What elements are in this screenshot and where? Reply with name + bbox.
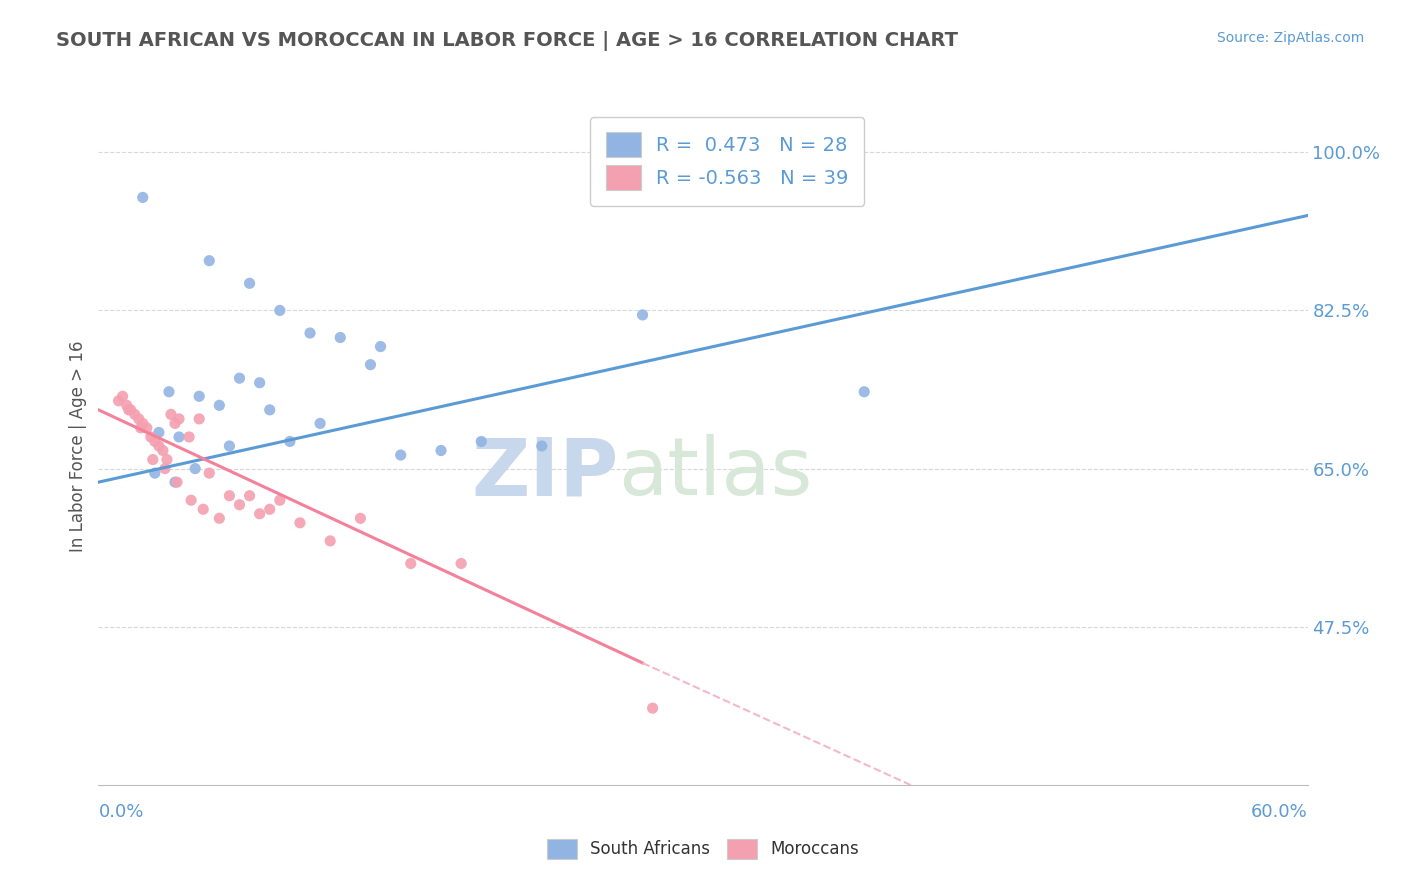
Point — [166, 475, 188, 490]
Point — [288, 516, 311, 530]
Text: SOUTH AFRICAN VS MOROCCAN IN LABOR FORCE | AGE > 16 CORRELATION CHART: SOUTH AFRICAN VS MOROCCAN IN LABOR FORCE… — [56, 31, 959, 51]
Point — [198, 253, 221, 268]
Point — [218, 439, 240, 453]
Point — [349, 511, 371, 525]
Point — [259, 402, 281, 417]
Point — [163, 417, 186, 431]
Point — [249, 507, 271, 521]
Point — [198, 466, 221, 480]
Point — [450, 557, 472, 571]
Point — [208, 511, 231, 525]
Point — [360, 358, 382, 372]
Point — [188, 389, 211, 403]
Point — [107, 393, 129, 408]
Point — [148, 439, 170, 453]
Point — [399, 557, 422, 571]
Point — [148, 425, 170, 440]
Text: 0.0%: 0.0% — [98, 803, 143, 821]
Point — [319, 533, 342, 548]
Point — [853, 384, 876, 399]
Point — [143, 434, 166, 449]
Point — [228, 371, 250, 385]
Point — [124, 408, 146, 422]
Point — [259, 502, 281, 516]
Point — [135, 421, 157, 435]
Point — [278, 434, 301, 449]
Text: atlas: atlas — [619, 434, 813, 512]
Point — [269, 493, 291, 508]
Point — [129, 421, 152, 435]
Point — [111, 389, 134, 403]
Point — [208, 398, 231, 412]
Point — [641, 701, 664, 715]
Point — [157, 384, 180, 399]
Legend: South Africans, Moroccans: South Africans, Moroccans — [540, 832, 866, 866]
Point — [163, 475, 186, 490]
Point — [179, 430, 201, 444]
Point — [228, 498, 250, 512]
Text: 60.0%: 60.0% — [1251, 803, 1308, 821]
Point — [167, 430, 190, 444]
Point — [430, 443, 453, 458]
Y-axis label: In Labor Force | Age > 16: In Labor Force | Age > 16 — [69, 340, 87, 552]
Point — [370, 340, 392, 354]
Point — [115, 398, 138, 412]
Point — [143, 466, 166, 480]
Point — [631, 308, 654, 322]
Point — [160, 408, 183, 422]
Point — [299, 326, 322, 340]
Point — [309, 417, 332, 431]
Point — [193, 502, 215, 516]
Point — [142, 452, 165, 467]
Point — [132, 190, 155, 204]
Legend: R =  0.473   N = 28, R = -0.563   N = 39: R = 0.473 N = 28, R = -0.563 N = 39 — [591, 117, 865, 206]
Point — [118, 402, 141, 417]
Point — [156, 452, 179, 467]
Point — [184, 461, 207, 475]
Point — [239, 277, 262, 291]
Point — [389, 448, 412, 462]
Point — [132, 417, 155, 431]
Point — [530, 439, 553, 453]
Point — [470, 434, 492, 449]
Point — [218, 489, 240, 503]
Point — [120, 402, 142, 417]
Point — [139, 430, 162, 444]
Text: Source: ZipAtlas.com: Source: ZipAtlas.com — [1216, 31, 1364, 45]
Point — [180, 493, 202, 508]
Point — [152, 443, 174, 458]
Point — [249, 376, 271, 390]
Point — [128, 412, 150, 426]
Point — [329, 330, 352, 344]
Point — [188, 412, 211, 426]
Point — [269, 303, 291, 318]
Point — [167, 412, 190, 426]
Point — [153, 461, 176, 475]
Text: ZIP: ZIP — [471, 434, 619, 512]
Point — [239, 489, 262, 503]
